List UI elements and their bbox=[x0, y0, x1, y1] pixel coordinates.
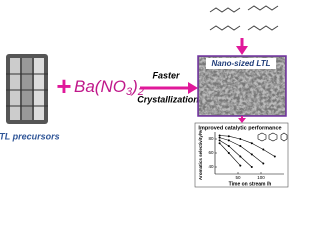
x-tick-label: 100 bbox=[257, 175, 265, 180]
reagent-sub: 3 bbox=[126, 86, 133, 98]
point bbox=[273, 155, 276, 158]
precursor-label: LTL precursors bbox=[0, 131, 60, 141]
reagent-sub: 2 bbox=[137, 86, 144, 98]
product-label: Nano-sized LTL bbox=[212, 59, 271, 68]
main-arrow bbox=[140, 82, 198, 94]
series-line bbox=[219, 140, 253, 168]
molecules bbox=[209, 5, 279, 31]
point bbox=[250, 153, 253, 156]
inset-ylabel: Aromatics selectivity/% bbox=[198, 130, 203, 180]
product-arrow bbox=[238, 116, 246, 123]
molecule-arrow bbox=[236, 38, 248, 55]
point bbox=[239, 155, 242, 158]
y-tick-label: 80 bbox=[208, 136, 214, 141]
graphical-abstract: LTL precursors + Ba(NO3)2 Faster Crystal… bbox=[0, 5, 289, 187]
point bbox=[227, 145, 230, 147]
point bbox=[227, 139, 230, 142]
x-tick-label: 50 bbox=[235, 175, 241, 180]
precursor-icon bbox=[6, 54, 48, 124]
reagent: Ba(NO3)2 bbox=[74, 77, 144, 97]
point bbox=[227, 152, 230, 154]
point bbox=[250, 142, 253, 145]
point bbox=[218, 136, 221, 139]
point bbox=[239, 164, 242, 167]
label-bg bbox=[206, 58, 276, 69]
point bbox=[218, 134, 221, 137]
point bbox=[239, 145, 242, 147]
point bbox=[239, 138, 242, 140]
point bbox=[262, 148, 265, 151]
reagent-part: Ba(NO bbox=[74, 77, 126, 96]
y-tick-label: 60 bbox=[208, 150, 214, 155]
point bbox=[218, 142, 221, 145]
ring-icons bbox=[257, 132, 288, 142]
point bbox=[227, 135, 230, 138]
series-line bbox=[219, 135, 275, 157]
arrow-below: Crystallization bbox=[137, 94, 199, 104]
y-tick-label: 40 bbox=[208, 164, 214, 169]
arrow-above: Faster bbox=[152, 70, 180, 80]
point bbox=[250, 166, 253, 168]
point bbox=[218, 139, 221, 142]
point bbox=[262, 162, 265, 165]
reagent-part: ) bbox=[130, 77, 138, 96]
inset-xlabel: Time on stream /h bbox=[229, 181, 272, 187]
inset-title: Improved catalytic performance bbox=[198, 125, 281, 131]
plus: + bbox=[56, 71, 71, 101]
